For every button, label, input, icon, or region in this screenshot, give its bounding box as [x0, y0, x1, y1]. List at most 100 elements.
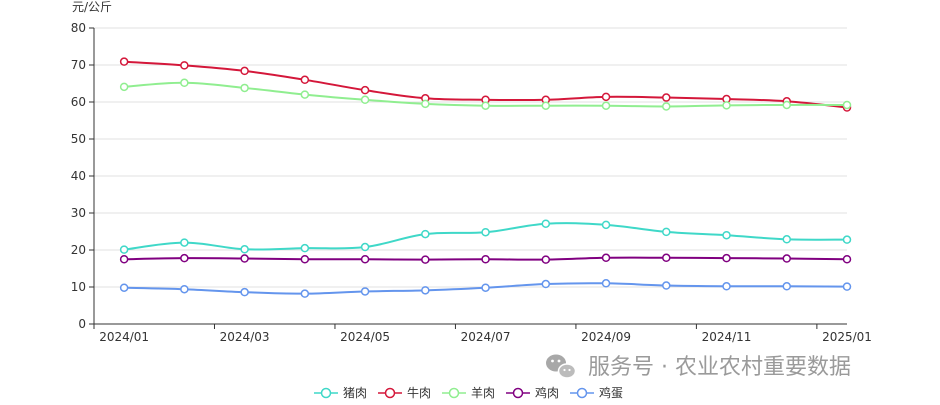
data-point[interactable] [360, 242, 370, 252]
data-point[interactable] [240, 66, 249, 76]
data-point[interactable] [662, 281, 671, 290]
data-point[interactable] [782, 254, 792, 263]
data-point[interactable] [300, 75, 310, 85]
data-point[interactable] [119, 82, 129, 92]
data-point[interactable] [601, 101, 611, 110]
series-5 [119, 279, 852, 298]
data-point[interactable] [722, 282, 731, 291]
axes: 0 10 20 30 40 50 60 70 80 2024/01 2024/03 2024/05 20… [71, 21, 872, 344]
legend-marker [320, 387, 332, 399]
data-point[interactable] [842, 282, 852, 291]
data-point[interactable] [541, 101, 551, 110]
data-point[interactable] [360, 287, 370, 296]
watermark-text: 服务号 · 农业农村重要数据 [588, 355, 851, 380]
legend[interactable]: 猪肉 牛肉 羊肉 鸡肉 鸡蛋 [314, 385, 623, 400]
data-point[interactable] [601, 253, 611, 263]
data-point[interactable] [662, 102, 671, 111]
data-point[interactable] [541, 219, 551, 228]
data-point[interactable] [119, 283, 129, 292]
data-point[interactable] [180, 253, 189, 263]
series-4 [119, 253, 852, 264]
data-point[interactable] [240, 254, 249, 263]
series-3 [119, 78, 852, 111]
x-tick-label: 2025/01 [822, 330, 872, 344]
y-tick-label: 40 [71, 169, 86, 183]
data-point[interactable] [421, 255, 430, 264]
y-tick-label: 60 [71, 95, 86, 109]
data-point[interactable] [180, 284, 189, 294]
y-tick-label: 30 [71, 206, 86, 220]
data-point[interactable] [119, 255, 129, 264]
y-tick-label: 20 [71, 243, 86, 257]
data-point[interactable] [240, 287, 249, 297]
x-tick-label: 2024/11 [702, 330, 752, 344]
data-point[interactable] [601, 279, 611, 288]
legend-marker [576, 387, 588, 399]
data-point[interactable] [842, 255, 852, 264]
data-point[interactable] [300, 255, 310, 264]
legend-marker [384, 387, 396, 399]
data-point[interactable] [662, 227, 671, 237]
data-point[interactable] [300, 243, 310, 253]
x-tick-label: 2024/01 [99, 330, 149, 344]
watermark: 服务号 · 农业农村重要数据 [546, 354, 851, 380]
x-tick-label: 2024/05 [340, 330, 390, 344]
wechat-icon [546, 354, 577, 379]
data-point[interactable] [240, 83, 249, 93]
data-point[interactable] [722, 101, 731, 110]
data-point[interactable] [421, 286, 430, 295]
data-point[interactable] [180, 78, 189, 88]
data-point[interactable] [722, 230, 731, 240]
data-point[interactable] [601, 220, 611, 230]
data-point[interactable] [360, 255, 370, 264]
data-point[interactable] [360, 95, 370, 105]
data-point[interactable] [481, 255, 490, 264]
y-tick-label: 10 [71, 280, 86, 294]
data-point[interactable] [662, 253, 671, 263]
data-point[interactable] [782, 235, 792, 244]
legend-marker [448, 387, 460, 399]
data-point[interactable] [722, 253, 731, 263]
legend-item[interactable]: 羊肉 [442, 385, 495, 400]
data-point[interactable] [842, 235, 852, 244]
legend-item[interactable]: 鸡肉 [506, 385, 559, 400]
data-point[interactable] [782, 100, 792, 110]
x-tick-label: 2024/07 [461, 330, 511, 344]
data-point[interactable] [180, 238, 189, 247]
legend-label: 鸡肉 [535, 385, 559, 400]
legend-item[interactable]: 牛肉 [378, 385, 431, 400]
data-point[interactable] [842, 100, 852, 110]
data-point[interactable] [300, 289, 310, 298]
legend-marker [512, 387, 524, 399]
series-layer [119, 57, 852, 298]
data-point[interactable] [782, 282, 792, 291]
legend-label: 牛肉 [407, 385, 431, 400]
data-point[interactable] [421, 99, 430, 109]
data-point[interactable] [481, 283, 490, 292]
data-point[interactable] [240, 245, 249, 254]
data-point[interactable] [481, 227, 490, 237]
legend-label: 猪肉 [343, 386, 367, 400]
data-point[interactable] [541, 279, 551, 289]
data-point[interactable] [180, 61, 189, 70]
y-tick-label: 70 [71, 58, 86, 72]
data-point[interactable] [360, 85, 370, 95]
legend-label: 鸡蛋 [599, 385, 623, 400]
y-axis-unit: 元/公斤 [72, 0, 112, 14]
data-point[interactable] [601, 92, 611, 102]
y-tick-label: 0 [78, 317, 86, 331]
data-point[interactable] [119, 245, 129, 254]
data-point[interactable] [421, 229, 430, 239]
data-point[interactable] [662, 93, 671, 102]
data-point[interactable] [481, 101, 490, 110]
legend-item[interactable]: 猪肉 [314, 386, 367, 400]
y-tick-label: 50 [71, 132, 86, 146]
legend-item[interactable]: 鸡蛋 [570, 385, 623, 400]
data-point[interactable] [300, 90, 310, 99]
legend-label: 羊肉 [471, 385, 495, 400]
series-1 [119, 219, 852, 254]
data-point[interactable] [541, 255, 551, 264]
data-point[interactable] [119, 57, 129, 66]
x-tick-label: 2024/03 [220, 330, 270, 344]
